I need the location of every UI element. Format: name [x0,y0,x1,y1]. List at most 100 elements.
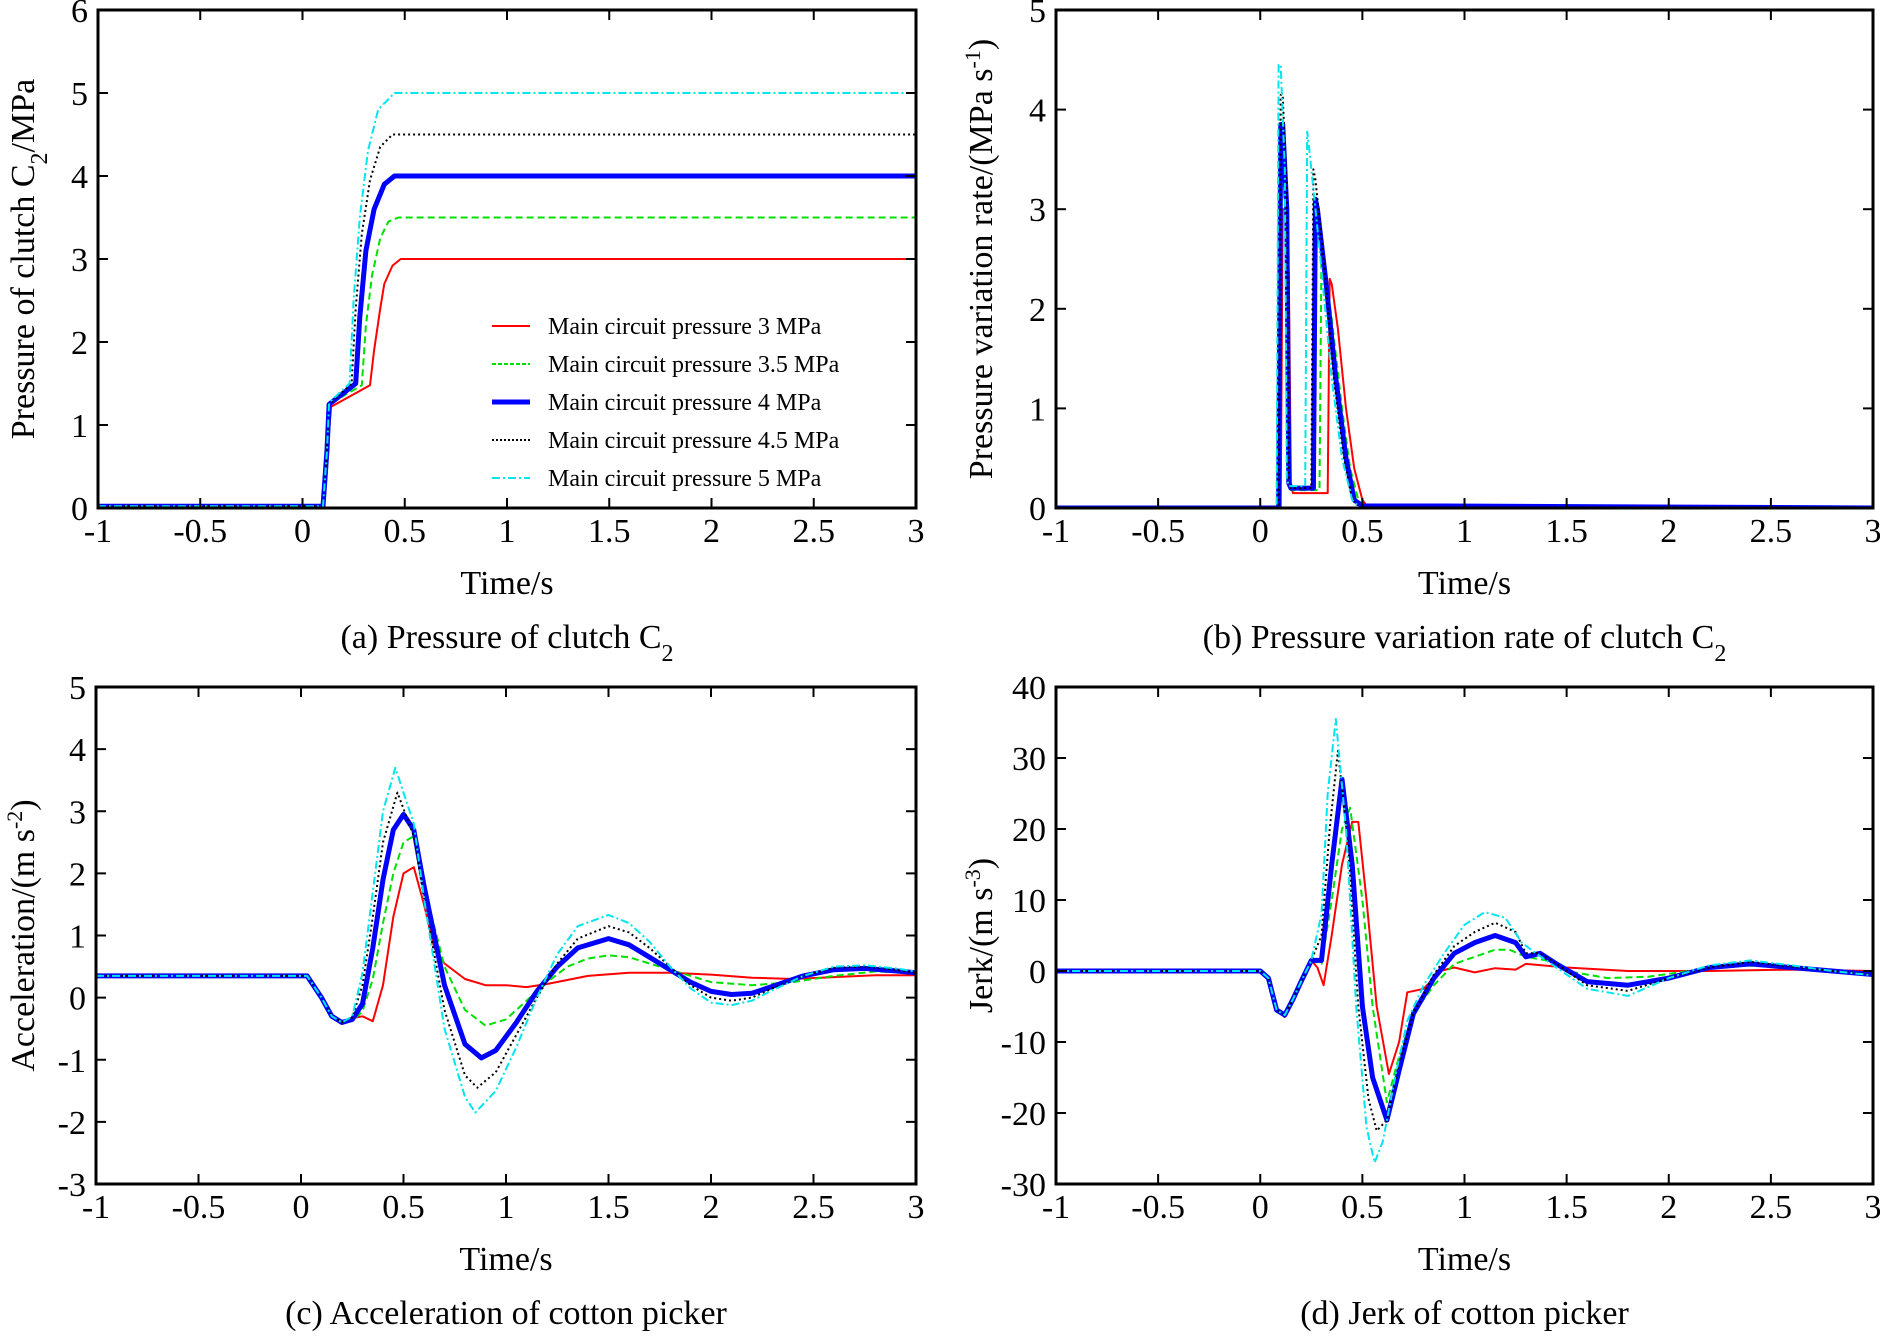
series-line-3-5-mpa [96,835,916,1027]
y-tick-label: 4 [71,159,88,196]
x-tick-label: 0.5 [1341,1189,1384,1226]
legend-entry: Main circuit pressure 5 MPa [548,466,822,492]
legend-entry: Main circuit pressure 3.5 MPa [548,352,840,378]
x-tick-label: 0.5 [382,1189,425,1226]
panel-caption: (d) Jerk of cotton picker [1300,1295,1629,1332]
y-tick-label: 0 [1029,954,1046,991]
y-tick-label: 2 [69,856,86,893]
plot-frame [94,685,918,1186]
y-tick-label: 4 [1029,93,1046,130]
series-line-5-mpa [1056,63,1873,508]
series-line-3-5-mpa [1056,158,1873,508]
series-line-3-mpa [96,866,916,1025]
y-tick-label: 0 [69,981,86,1018]
series-line-3-5-mpa [98,216,916,508]
x-tick-label: -1 [82,1189,110,1226]
y-tick-label: 6 [71,0,88,30]
series-group [1056,63,1873,508]
x-tick-label: 2.5 [1750,513,1793,550]
x-tick-label: 1.5 [1545,1189,1588,1226]
series-line-4-mpa [1056,776,1873,1123]
y-tick-label: -3 [58,1167,86,1204]
legend: Main circuit pressure 3 MPa Main circuit … [492,314,840,492]
panel-c-acceleration: -1 -0.5 0 0.5 1 1.5 2 2.5 3 -3 -2 -1 0 1 2 3 4 5 Time/s Acc… [2,670,925,1332]
x-tick-label: 0 [293,1189,310,1226]
series-group [98,92,916,508]
x-tick-label: 1.5 [1545,513,1588,550]
plot-frame [1054,685,1875,1186]
y-tick-label: 3 [1029,192,1046,229]
y-tick-label: 0 [1029,491,1046,528]
x-axis-label: Time/s [459,1241,552,1278]
y-tick-label: 40 [1012,670,1046,707]
x-tick-label: 2.5 [793,513,836,550]
x-tick-label: 1.5 [588,513,631,550]
y-tick-label: -30 [1001,1167,1046,1204]
y-tick-label: 2 [71,325,88,362]
y-tick-label: -1 [58,1043,86,1080]
x-tick-label: 0 [1252,513,1269,550]
series-line-4-mpa [96,811,916,1061]
x-tick-label: 1 [499,513,516,550]
series-line-5-mpa [1056,718,1873,1164]
series-line-4-5-mpa [96,791,916,1089]
x-tick-label: 1.5 [587,1189,630,1226]
y-tick-label: 5 [71,76,88,113]
x-tick-label: 0 [294,513,311,550]
y-axis-label: Pressure variation rate/(MPa s-1) [960,39,1001,479]
series-line-4-mpa [1056,122,1873,508]
y-tick-label: 30 [1012,741,1046,778]
series-line-5-mpa [96,766,916,1114]
y-tick-label: -10 [1001,1025,1046,1062]
y-tick-label: 3 [71,242,88,279]
x-tick-label: -0.5 [1131,1189,1185,1226]
x-tick-label: 2.5 [792,1189,835,1226]
panel-caption: (b) Pressure variation rate of clutch C2 [1203,619,1727,667]
x-tick-label: 0 [1252,1189,1269,1226]
legend-entry: Main circuit pressure 4.5 MPa [548,428,840,454]
x-tick-label: 0.5 [1341,513,1384,550]
y-tick-label: 2 [1029,292,1046,329]
panel-caption: (a) Pressure of clutch C2 [340,619,673,667]
y-tick-label: 0 [71,491,88,528]
series-group [1056,718,1873,1164]
y-tick-label: 10 [1012,883,1046,920]
y-tick-label: 5 [1029,0,1046,30]
series-line-4-5-mpa [1056,749,1873,1132]
series-group [96,766,916,1114]
y-tick-label: 20 [1012,812,1046,849]
x-tick-label: 1 [1456,513,1473,550]
x-tick-label: 0.5 [384,513,427,550]
x-tick-label: 2 [1660,1189,1677,1226]
y-tick-label: 1 [71,408,88,445]
x-tick-label: 1 [1456,1189,1473,1226]
y-tick-label: 3 [69,794,86,831]
y-tick-label: 5 [69,670,86,707]
y-axis-label: Acceleration/(m s-2) [2,799,43,1071]
x-tick-label: 2 [1660,513,1677,550]
x-tick-label: -0.5 [173,513,227,550]
legend-entry: Main circuit pressure 3 MPa [548,314,822,340]
x-tick-label: -0.5 [1131,513,1185,550]
x-tick-label: 2 [703,513,720,550]
panel-b-pressure-variation-rate: -1 -0.5 0 0.5 1 1.5 2 2.5 3 0 1 2 3 4 5 Time/s Pressure … [960,0,1880,667]
plot-frame [1054,8,1875,510]
series-line-5-mpa [98,92,916,508]
x-axis-label: Time/s [1418,1241,1511,1278]
y-tick-label: -2 [58,1105,86,1142]
x-axis-label: Time/s [1418,565,1511,602]
x-tick-label: -0.5 [172,1189,226,1226]
x-axis-label: Time/s [460,565,553,602]
series-line-4-5-mpa [1056,93,1873,508]
y-axis-label: Jerk/(m s-3) [960,858,1001,1013]
legend-entry: Main circuit pressure 4 MPa [548,390,822,416]
series-line-3-mpa [1056,208,1873,508]
x-tick-label: -1 [1042,1189,1070,1226]
x-tick-label: -1 [84,513,112,550]
x-tick-label: 3 [1865,513,1880,550]
x-tick-label: 2.5 [1750,1189,1793,1226]
x-tick-label: -1 [1042,513,1070,550]
x-tick-label: 1 [498,1189,515,1226]
panel-d-jerk: -1 -0.5 0 0.5 1 1.5 2 2.5 3 -30 -20 -10 0 10 20 30 40 Tim… [960,670,1880,1332]
